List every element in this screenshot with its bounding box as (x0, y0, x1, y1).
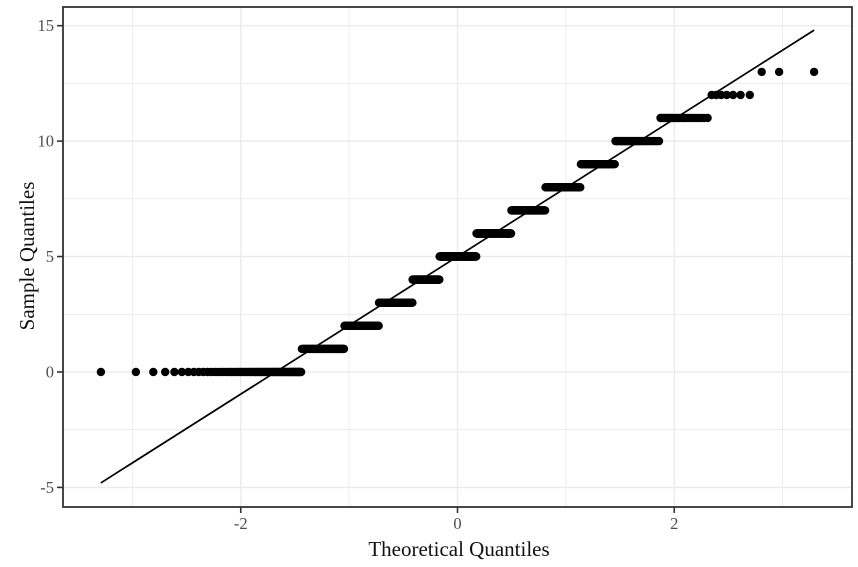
qq-point (728, 90, 738, 100)
qq-point (408, 298, 417, 307)
x-tick-label: 2 (670, 514, 678, 533)
x-axis-title: Theoretical Quantiles (368, 537, 549, 561)
qq-point (170, 367, 179, 377)
qq-point (576, 183, 585, 192)
qq-point (339, 344, 349, 354)
x-tick-label: -2 (234, 514, 248, 533)
y-tick-label: -5 (40, 478, 54, 497)
qq-point (809, 67, 819, 77)
y-tick-label: 15 (38, 16, 55, 35)
y-tick-label: 5 (46, 247, 54, 266)
qq-point (703, 113, 712, 123)
x-tick-label: 0 (453, 514, 461, 533)
qq-point (149, 367, 158, 377)
qq-point (177, 367, 187, 377)
axis-tick-labels-layer: -2 0 2 -5 0 5 10 15 (38, 16, 679, 533)
qq-point (506, 229, 516, 238)
qq-point (435, 275, 444, 284)
axis-ticks-layer (57, 24, 676, 513)
qq-point (472, 252, 481, 261)
qq-point (296, 367, 306, 377)
qq-point (722, 90, 731, 100)
qq-point (654, 136, 664, 146)
qq-point (161, 367, 170, 377)
qq-point (736, 90, 745, 100)
qq-point (745, 90, 754, 100)
qq-point (96, 367, 106, 377)
qq-point (131, 367, 141, 377)
qq-reference-line (100, 29, 815, 484)
y-tick-label: 10 (38, 132, 55, 151)
qq-point (757, 67, 766, 77)
qq-point (374, 321, 383, 330)
y-tick-label: 0 (46, 362, 54, 381)
y-axis-title: Sample Quantiles (15, 182, 39, 331)
qq-point (610, 160, 619, 169)
qq-point (540, 206, 550, 215)
qq-point (774, 67, 784, 77)
